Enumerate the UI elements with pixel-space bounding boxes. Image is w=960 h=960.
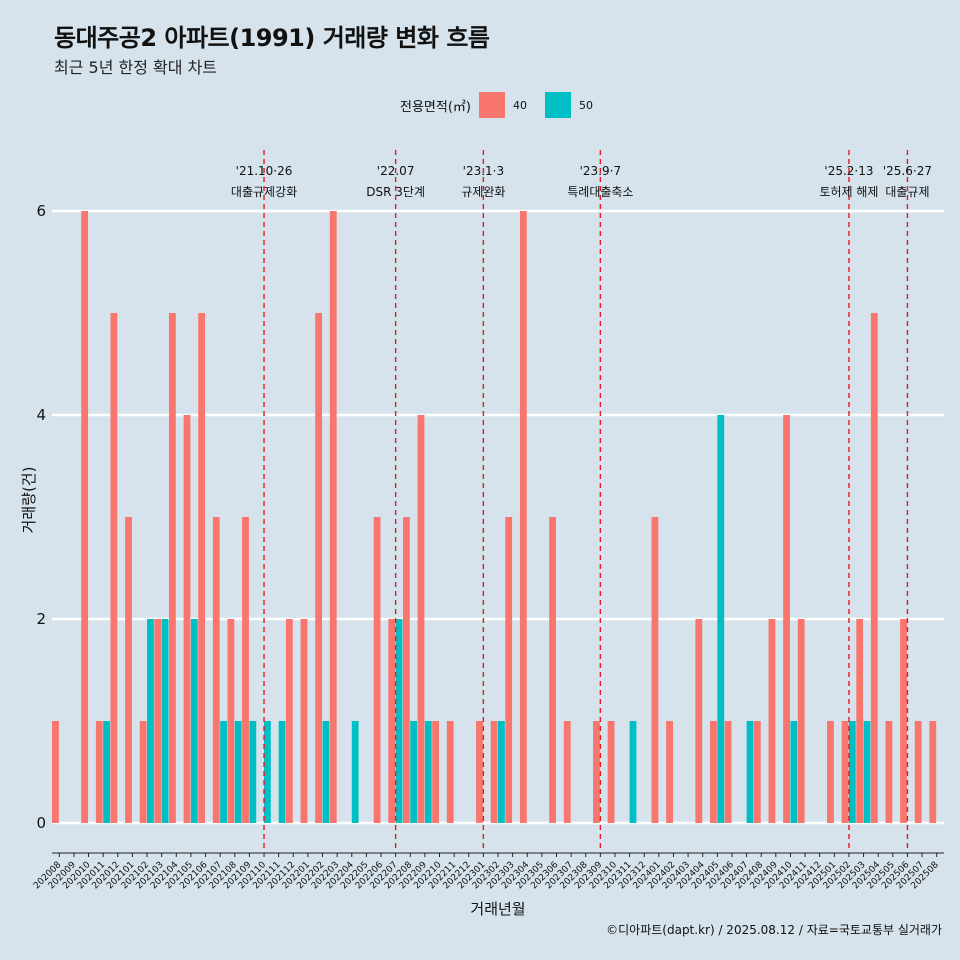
event-label-1: DSR 3단계	[366, 185, 425, 199]
bar-40-202410	[783, 415, 790, 823]
bar-40-202404	[695, 619, 703, 823]
bar-40-202306	[549, 517, 556, 823]
bar-40-202012	[110, 313, 118, 823]
bar-50-202202	[322, 721, 330, 823]
bar-50-202407	[746, 721, 754, 823]
bar-50-202502	[848, 721, 856, 823]
bar-40-202411	[797, 619, 805, 823]
bar-40-202302	[490, 721, 498, 823]
bar-50-202204	[351, 721, 359, 823]
y-tick-label-2: 2	[36, 610, 46, 628]
chart-title: 동대주공2 아파트(1991) 거래량 변화 흐름	[54, 24, 490, 52]
bar-40-202207	[388, 619, 396, 823]
bar-40-202309	[593, 721, 600, 823]
bar-40-202307	[563, 721, 571, 823]
bar-40-202505	[885, 721, 893, 823]
bar-40-202405	[710, 721, 717, 823]
bar-50-202311	[629, 721, 637, 823]
bar-40-202105	[183, 415, 191, 823]
event-label-3: 특례대출축소	[567, 185, 633, 199]
bar-50-202011	[103, 721, 110, 823]
bar-40-202506	[900, 619, 907, 823]
bar-40-202402	[666, 721, 673, 823]
event-date-2: '23.1·3	[463, 164, 504, 178]
bar-40-202304	[519, 211, 527, 823]
x-axis-title: 거래년월	[470, 900, 525, 918]
bar-40-202502	[841, 721, 849, 823]
event-label-5: 대출규제	[885, 185, 929, 199]
bar-50-202110	[264, 721, 271, 823]
bar-40-202210	[432, 721, 440, 823]
bar-50-202111	[278, 721, 286, 823]
y-tick-label-0: 0	[36, 814, 46, 832]
legend: 전용면적(㎡) 40 50	[400, 92, 611, 118]
legend-swatch-50	[544, 92, 571, 118]
bar-40-202203	[329, 211, 337, 823]
bar-40-202010	[81, 211, 89, 823]
bar-40-202102	[139, 721, 147, 823]
bar-40-202109	[242, 517, 249, 823]
bar-40-202507	[914, 721, 922, 823]
bar-40-202508	[929, 721, 937, 823]
event-date-0: '21.10·26	[236, 164, 293, 178]
bar-40-202008	[52, 721, 59, 823]
event-label-2: 규제완화	[461, 185, 505, 199]
event-label-0: 대출규제강화	[231, 185, 297, 199]
chart-subtitle: 최근 5년 한정 확대 차트	[54, 58, 218, 77]
bar-50-202503	[863, 721, 871, 823]
bar-40-202409	[768, 619, 776, 823]
bar-40-202310	[607, 721, 615, 823]
bar-50-202108	[234, 721, 242, 823]
source-caption: ©디아파트(dapt.kr) / 2025.08.12 / 자료=국토교통부 실…	[606, 923, 942, 937]
bar-50-202103	[161, 619, 169, 823]
y-tick-label-4: 4	[36, 406, 46, 424]
event-date-4: '25.2·13	[824, 164, 873, 178]
bar-40-202011	[95, 721, 103, 823]
bar-50-202302	[498, 721, 505, 823]
event-date-1: '22.07	[377, 164, 415, 178]
bar-40-202406	[724, 721, 732, 823]
bar-40-202503	[856, 619, 864, 823]
bar-50-202207	[395, 619, 403, 823]
bar-40-202501	[827, 721, 834, 823]
bar-50-202107	[220, 721, 227, 823]
y-tick-label-6: 6	[36, 202, 46, 220]
bar-40-202104	[168, 313, 176, 823]
bar-50-202105	[190, 619, 198, 823]
bar-40-202107	[212, 517, 220, 823]
bar-40-202201	[300, 619, 308, 823]
bar-40-202401	[651, 517, 659, 823]
bar-40-202202	[315, 313, 323, 823]
bar-50-202208	[410, 721, 418, 823]
bar-50-202102	[147, 619, 154, 823]
event-date-5: '25.6·27	[883, 164, 932, 178]
bar-40-202303	[505, 517, 513, 823]
legend-label-40: 40	[512, 98, 527, 112]
legend-label-50: 50	[578, 98, 593, 112]
bar-50-202109	[249, 721, 257, 823]
bar-40-202101	[125, 517, 132, 823]
bar-50-202405	[717, 415, 725, 823]
bar-40-202209	[417, 415, 425, 823]
bar-40-202301	[476, 721, 483, 823]
bar-40-202112	[285, 619, 293, 823]
bar-40-202408	[753, 721, 761, 823]
bar-40-202206	[373, 517, 381, 823]
bar-40-202106	[198, 313, 206, 823]
y-axis-title: 거래량(건)	[20, 467, 38, 534]
bar-40-202504	[870, 313, 878, 823]
bar-40-202211	[446, 721, 454, 823]
bar-40-202208	[402, 517, 410, 823]
bar-50-202410	[790, 721, 798, 823]
legend-title: 전용면적(㎡)	[400, 99, 471, 115]
bar-40-202103	[154, 619, 162, 823]
event-label-4: 토허제 해제	[819, 185, 878, 199]
event-date-3: '23.9·7	[580, 164, 621, 178]
bar-40-202108	[227, 619, 235, 823]
legend-swatch-40	[478, 92, 505, 118]
bar-50-202209	[424, 721, 432, 823]
